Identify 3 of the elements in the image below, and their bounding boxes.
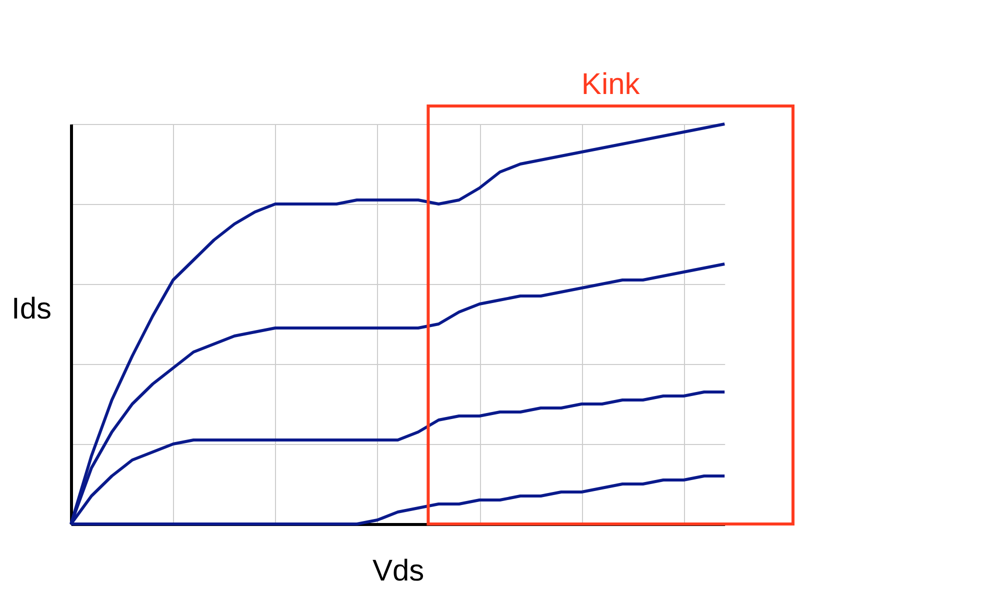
y-axis-title: Ids	[11, 292, 52, 326]
x-axis-title: Vds	[372, 554, 424, 588]
text: Kink	[581, 68, 641, 101]
